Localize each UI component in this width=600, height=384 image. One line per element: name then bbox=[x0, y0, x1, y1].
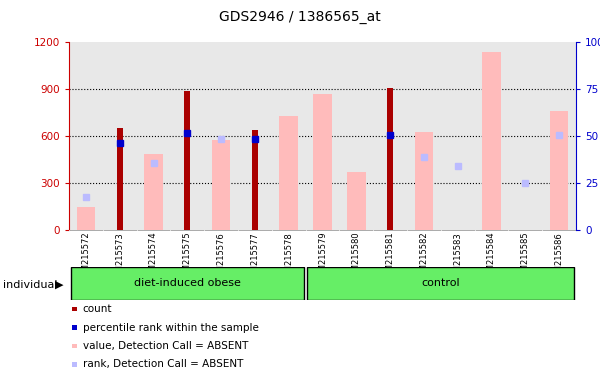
Text: ▶: ▶ bbox=[55, 280, 64, 290]
Bar bbox=[347, 172, 365, 230]
Text: rank, Detection Call = ABSENT: rank, Detection Call = ABSENT bbox=[83, 359, 243, 369]
Text: individual: individual bbox=[3, 280, 58, 290]
Bar bbox=[77, 207, 95, 230]
Bar bbox=[313, 94, 332, 230]
Bar bbox=[550, 111, 568, 230]
Bar bbox=[415, 132, 433, 230]
Text: control: control bbox=[421, 278, 460, 288]
Text: value, Detection Call = ABSENT: value, Detection Call = ABSENT bbox=[83, 341, 248, 351]
Bar bbox=[116, 129, 123, 230]
Text: GDS2946 / 1386565_at: GDS2946 / 1386565_at bbox=[219, 10, 381, 23]
Bar bbox=[252, 130, 258, 230]
Text: percentile rank within the sample: percentile rank within the sample bbox=[83, 323, 259, 333]
Bar bbox=[212, 140, 230, 230]
Text: count: count bbox=[83, 304, 112, 314]
Bar bbox=[184, 91, 190, 230]
Bar bbox=[144, 154, 163, 230]
Bar bbox=[387, 88, 393, 230]
Bar bbox=[280, 116, 298, 230]
Text: diet-induced obese: diet-induced obese bbox=[134, 278, 241, 288]
FancyBboxPatch shape bbox=[71, 267, 304, 300]
Bar bbox=[482, 52, 501, 230]
FancyBboxPatch shape bbox=[307, 267, 574, 300]
